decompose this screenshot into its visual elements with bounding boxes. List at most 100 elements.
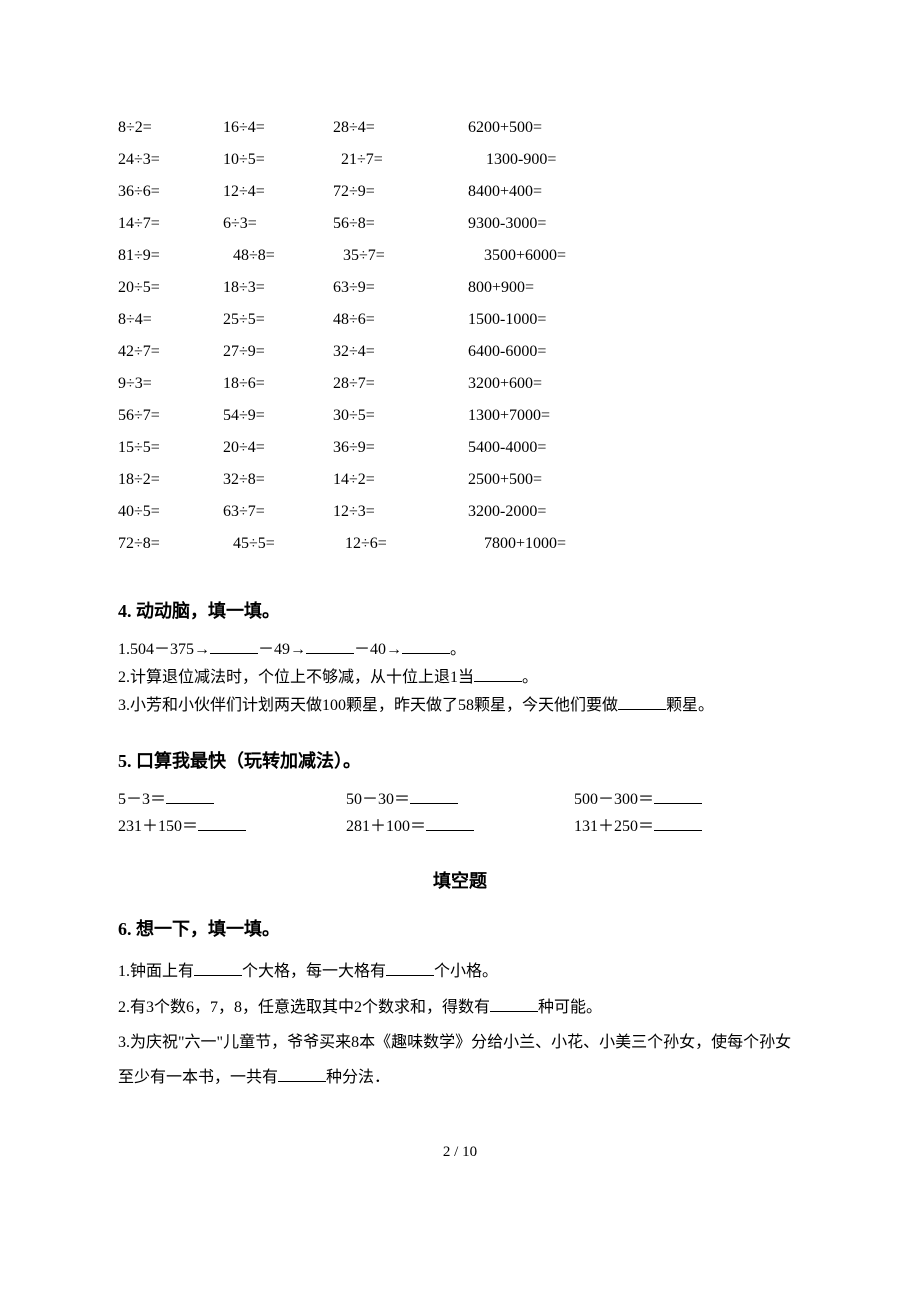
q5-eq: 231＋150＝ (118, 818, 198, 835)
eq-cell: 1300+7000= (468, 408, 802, 424)
q4-1-a: 1.504－375→ (118, 641, 210, 658)
q5-cell: 131＋250＝ (574, 813, 802, 840)
q5-cell: 500－300＝ (574, 786, 802, 813)
q5-table: 5－3＝ 50－30＝ 500－300＝ 231＋150＝ 281＋100＝ 1… (118, 786, 802, 840)
q4-item-1: 1.504－375→ －49→ －40→ 。 (118, 636, 802, 664)
eq-cell: 28÷7= (333, 376, 468, 392)
eq-cell: 8÷2= (118, 120, 223, 136)
q4-2-b: 。 (522, 669, 538, 686)
blank (278, 1066, 326, 1082)
q5-eq: 5－3＝ (118, 791, 166, 808)
eq-cell: 20÷5= (118, 280, 223, 296)
blank (426, 815, 474, 831)
equation-row: 36÷6=12÷4=72÷9=8400+400= (118, 184, 802, 200)
q4-1-c: －40→ (354, 641, 402, 658)
q4-1-b: －49→ (258, 641, 306, 658)
fill-heading: 填空题 (118, 872, 802, 890)
blank (210, 638, 258, 654)
q5-eq: 281＋100＝ (346, 818, 426, 835)
q4-3-a: 3.小芳和小伙伴们计划两天做100颗星，昨天做了58颗星，今天他们要做 (118, 697, 618, 714)
eq-cell: 20÷4= (223, 440, 333, 456)
q6-1-b: 个大格，每一大格有 (242, 963, 386, 980)
q4-3-b: 颗星。 (666, 697, 714, 714)
eq-cell: 18÷3= (223, 280, 333, 296)
q4-item-2: 2.计算退位减法时，个位上不够减，从十位上退1当 。 (118, 664, 802, 692)
eq-cell: 32÷4= (333, 344, 468, 360)
q5-eq: 131＋250＝ (574, 818, 654, 835)
eq-cell: 48÷8= (223, 248, 333, 264)
eq-cell: 30÷5= (333, 408, 468, 424)
eq-cell: 72÷9= (333, 184, 468, 200)
q4-1-d: 。 (450, 641, 466, 658)
eq-cell: 1300-900= (468, 152, 802, 168)
eq-cell: 15÷5= (118, 440, 223, 456)
eq-cell: 3500+6000= (468, 248, 802, 264)
q5-header: 5. 口算我最快（玩转加减法）。 (118, 752, 802, 770)
q5-eq: 50－30＝ (346, 791, 410, 808)
q6-2-b: 种可能。 (538, 999, 602, 1016)
q6-3-a: 3.为庆祝"六一"儿童节，爷爷买来8本《趣味数学》分给小兰、小花、小美三个孙女，… (118, 1034, 791, 1086)
eq-cell: 3200+600= (468, 376, 802, 392)
eq-cell: 14÷7= (118, 216, 223, 232)
eq-cell: 8÷4= (118, 312, 223, 328)
equation-row: 8÷4=25÷5=48÷6=1500-1000= (118, 312, 802, 328)
eq-cell: 8400+400= (468, 184, 802, 200)
eq-cell: 16÷4= (223, 120, 333, 136)
q6-item-3: 3.为庆祝"六一"儿童节，爷爷买来8本《趣味数学》分给小兰、小花、小美三个孙女，… (118, 1025, 802, 1095)
eq-cell: 10÷5= (223, 152, 333, 168)
eq-cell: 24÷3= (118, 152, 223, 168)
equation-row: 42÷7=27÷9=32÷4=6400-6000= (118, 344, 802, 360)
q6-1-a: 1.钟面上有 (118, 963, 194, 980)
eq-cell: 6400-6000= (468, 344, 802, 360)
eq-cell: 2500+500= (468, 472, 802, 488)
q5-row-2: 231＋150＝ 281＋100＝ 131＋250＝ (118, 813, 802, 840)
eq-cell: 7800+1000= (468, 536, 802, 552)
q5-cell: 231＋150＝ (118, 813, 346, 840)
equation-row: 18÷2=32÷8=14÷2=2500+500= (118, 472, 802, 488)
q4-header: 4. 动动脑，填一填。 (118, 602, 802, 620)
equation-row: 81÷9=48÷8=35÷7=3500+6000= (118, 248, 802, 264)
eq-cell: 72÷8= (118, 536, 223, 552)
q6-1-c: 个小格。 (434, 963, 498, 980)
eq-cell: 25÷5= (223, 312, 333, 328)
eq-cell: 48÷6= (333, 312, 468, 328)
q5-eq: 500－300＝ (574, 791, 654, 808)
eq-cell: 36÷6= (118, 184, 223, 200)
eq-cell: 40÷5= (118, 504, 223, 520)
eq-cell: 21÷7= (333, 152, 468, 168)
blank (474, 666, 522, 682)
q4-content: 1.504－375→ －49→ －40→ 。 2.计算退位减法时，个位上不够减，从十位… (118, 636, 802, 720)
q4-item-3: 3.小芳和小伙伴们计划两天做100颗星，昨天做了58颗星，今天他们要做 颗星。 (118, 692, 802, 720)
blank (166, 788, 214, 804)
q6-content: 1.钟面上有 个大格，每一大格有 个小格。 2.有3个数6，7，8，任意选取其中2个… (118, 954, 802, 1095)
eq-cell: 18÷6= (223, 376, 333, 392)
blank (194, 960, 242, 976)
eq-cell: 35÷7= (333, 248, 468, 264)
eq-cell: 32÷8= (223, 472, 333, 488)
q6-2-a: 2.有3个数6，7，8，任意选取其中2个数求和，得数有 (118, 999, 490, 1016)
equations-table: 8÷2=16÷4=28÷4=6200+500=24÷3=10÷5=21÷7=13… (118, 120, 802, 552)
eq-cell: 12÷3= (333, 504, 468, 520)
blank (410, 788, 458, 804)
equation-row: 40÷5=63÷7=12÷3=3200-2000= (118, 504, 802, 520)
equation-row: 15÷5=20÷4=36÷9=5400-4000= (118, 440, 802, 456)
equation-row: 9÷3=18÷6=28÷7=3200+600= (118, 376, 802, 392)
blank (654, 815, 702, 831)
q6-item-1: 1.钟面上有 个大格，每一大格有 个小格。 (118, 954, 802, 989)
eq-cell: 54÷9= (223, 408, 333, 424)
eq-cell: 9300-3000= (468, 216, 802, 232)
eq-cell: 3200-2000= (468, 504, 802, 520)
blank (654, 788, 702, 804)
q5-cell: 281＋100＝ (346, 813, 574, 840)
blank (198, 815, 246, 831)
eq-cell: 6÷3= (223, 216, 333, 232)
eq-cell: 81÷9= (118, 248, 223, 264)
eq-cell: 6200+500= (468, 120, 802, 136)
q4-2-a: 2.计算退位减法时，个位上不够减，从十位上退1当 (118, 669, 474, 686)
blank (490, 996, 538, 1012)
eq-cell: 56÷8= (333, 216, 468, 232)
q6-3-b: 种分法． (326, 1069, 390, 1086)
eq-cell: 9÷3= (118, 376, 223, 392)
eq-cell: 27÷9= (223, 344, 333, 360)
q5-cell: 5－3＝ (118, 786, 346, 813)
